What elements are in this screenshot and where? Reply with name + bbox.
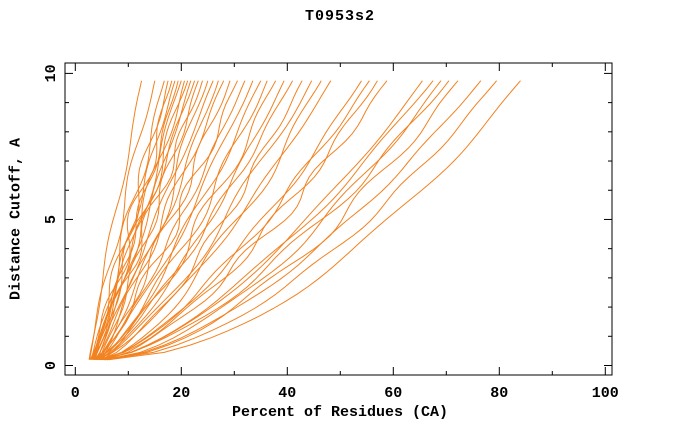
y-tick-label: 10 xyxy=(43,64,60,82)
x-tick-label: 0 xyxy=(71,385,80,402)
x-tick-label: 60 xyxy=(384,385,402,402)
y-tick-label: 5 xyxy=(43,215,60,224)
y-tick-label: 0 xyxy=(43,361,60,370)
model-curve xyxy=(102,80,277,361)
model-curve xyxy=(96,80,219,361)
model-curve xyxy=(88,80,143,360)
model-curve xyxy=(106,80,497,361)
model-curve xyxy=(107,80,459,361)
model-curve xyxy=(93,80,189,360)
model-curve xyxy=(94,80,176,360)
model-curve xyxy=(99,80,423,361)
model-curve xyxy=(108,80,521,361)
model-curve xyxy=(97,80,182,360)
chart-title: T0953s2 xyxy=(304,8,375,25)
model-curve xyxy=(104,80,322,361)
x-axis-title: Percent of Residues (CA) xyxy=(231,404,449,421)
model-curve xyxy=(105,80,388,361)
y-axis-title: Distance Cutoff, A xyxy=(7,137,25,301)
model-curve xyxy=(98,80,231,360)
model-curve xyxy=(101,80,303,361)
x-tick-label: 20 xyxy=(172,385,190,402)
x-tick-label: 100 xyxy=(592,385,619,402)
model-curve xyxy=(93,80,214,360)
x-tick-label: 40 xyxy=(278,385,296,402)
model-curve xyxy=(98,80,313,361)
model-curve xyxy=(103,80,482,361)
model-curve xyxy=(104,80,442,361)
model-curve xyxy=(96,80,192,360)
model-curve xyxy=(97,80,285,361)
model-curve xyxy=(94,80,268,361)
model-curve xyxy=(92,80,203,360)
model-curve xyxy=(91,80,179,360)
model-curve xyxy=(95,80,294,361)
model-curve xyxy=(100,80,362,361)
model-curve xyxy=(98,80,199,360)
model-curve xyxy=(89,80,173,360)
model-curve xyxy=(89,80,156,360)
model-curve xyxy=(90,80,165,360)
model-curve xyxy=(92,80,254,361)
model-curve xyxy=(100,80,209,360)
model-curve xyxy=(96,80,332,361)
model-curve xyxy=(102,80,434,361)
model-curve xyxy=(97,80,378,361)
model-curve xyxy=(100,80,450,361)
x-tick-label: 80 xyxy=(490,385,508,402)
model-curve xyxy=(99,80,246,361)
model-curve xyxy=(94,80,225,360)
model-curve xyxy=(91,80,196,360)
plot-frame xyxy=(64,62,613,376)
